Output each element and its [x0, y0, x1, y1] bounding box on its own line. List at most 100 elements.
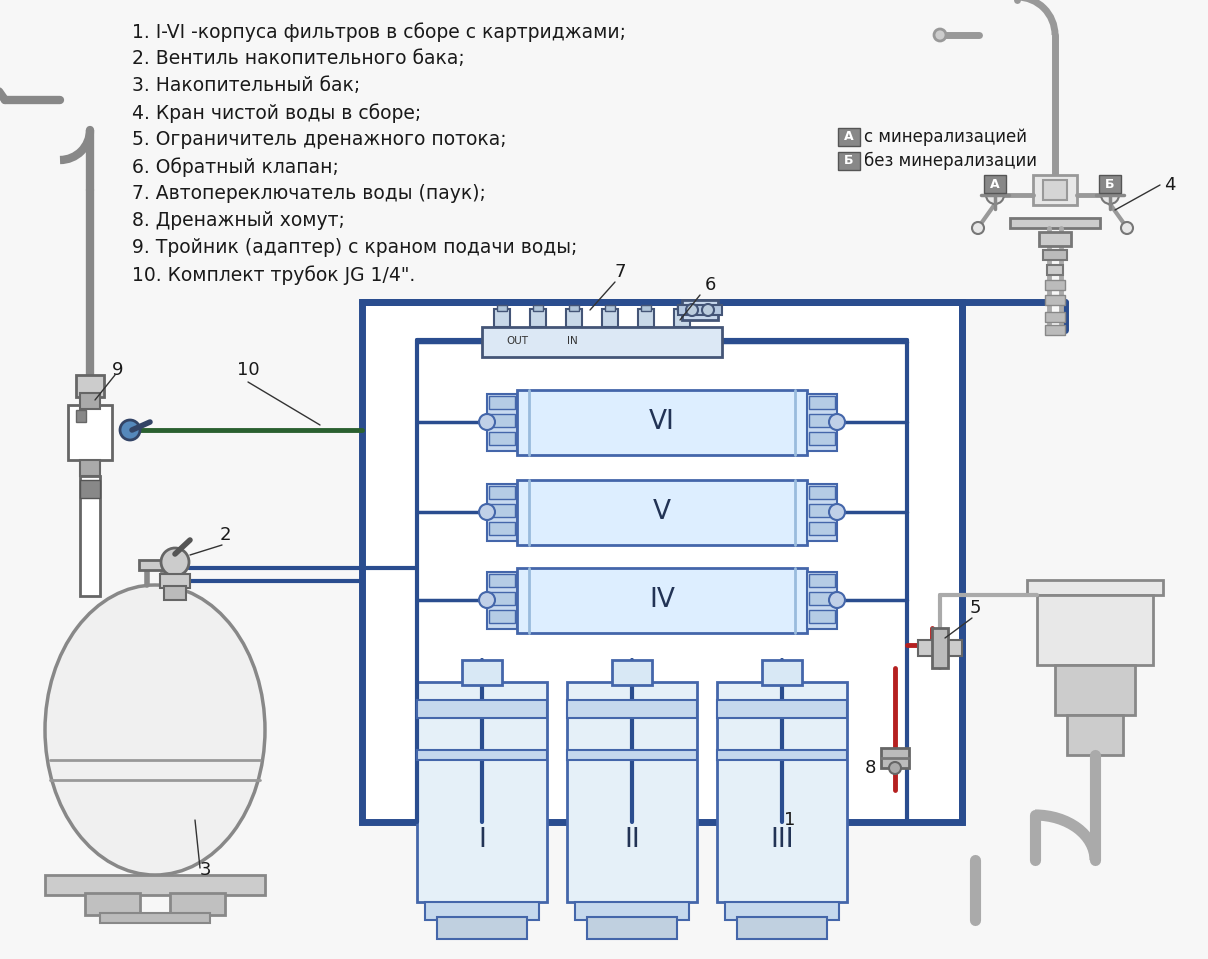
Circle shape [480, 414, 495, 430]
Bar [482, 327, 722, 357]
Bar [676, 305, 687, 311]
Text: 6. Обратный клапан;: 6. Обратный клапан; [132, 157, 339, 176]
Bar [80, 393, 100, 409]
Bar [718, 750, 847, 760]
Text: 2. Вентиль накопительного бака;: 2. Вентиль накопительного бака; [132, 49, 465, 68]
Bar [425, 902, 539, 920]
Bar [437, 917, 527, 939]
Bar [737, 917, 827, 939]
Bar [881, 748, 908, 768]
Bar [605, 305, 615, 311]
Text: А: А [844, 130, 854, 144]
Text: 6: 6 [704, 276, 715, 294]
Text: 7. Автопереключатель воды (паук);: 7. Автопереключатель воды (паук); [132, 184, 486, 203]
Bar [762, 660, 802, 685]
Bar [1036, 595, 1152, 665]
Text: 8: 8 [864, 759, 876, 777]
Bar [76, 375, 104, 397]
Bar [517, 568, 807, 633]
Bar [807, 484, 837, 541]
Bar [489, 504, 515, 517]
Circle shape [889, 762, 901, 774]
Bar [68, 405, 112, 460]
Text: 10. Комплект трубок JG 1/4".: 10. Комплект трубок JG 1/4". [132, 265, 416, 285]
Text: OUT: OUT [506, 336, 528, 346]
Text: А: А [991, 177, 1000, 191]
Bar [587, 917, 676, 939]
Text: IN: IN [567, 336, 577, 346]
Text: V: V [654, 499, 670, 525]
Bar [567, 750, 697, 760]
Bar [638, 309, 654, 327]
Bar [533, 305, 544, 311]
Text: 9. Тройник (адаптер) с краном подачи воды;: 9. Тройник (адаптер) с краном подачи вод… [132, 238, 577, 257]
Text: 2: 2 [219, 526, 231, 544]
Bar [1045, 280, 1065, 290]
Text: с минерализацией: с минерализацией [864, 128, 1027, 146]
Bar [985, 175, 1006, 193]
Circle shape [972, 222, 985, 234]
Bar [1045, 312, 1065, 322]
Bar [489, 610, 515, 623]
Bar [809, 432, 835, 445]
Text: III: III [771, 827, 794, 853]
Bar [567, 700, 697, 718]
Circle shape [686, 304, 698, 316]
Text: I: I [478, 827, 486, 853]
Bar [85, 893, 140, 915]
Text: II: II [625, 827, 640, 853]
Circle shape [986, 186, 1004, 204]
Bar [100, 913, 210, 923]
Bar [80, 480, 100, 498]
Bar [362, 302, 962, 822]
Text: IV: IV [649, 587, 675, 613]
Bar [809, 592, 835, 605]
Bar [838, 152, 860, 170]
Text: 7: 7 [614, 263, 626, 281]
Bar [1099, 175, 1121, 193]
Bar [683, 300, 718, 320]
Bar [496, 305, 507, 311]
Bar [489, 432, 515, 445]
Bar [517, 390, 807, 455]
Circle shape [829, 414, 846, 430]
Bar [489, 522, 515, 535]
Text: Б: Б [1105, 177, 1115, 191]
Bar [1043, 250, 1067, 260]
Bar [725, 902, 840, 920]
Bar [674, 309, 690, 327]
Bar [918, 640, 962, 656]
Bar [417, 750, 547, 760]
Bar [1033, 175, 1078, 205]
Text: без минерализации: без минерализации [864, 152, 1036, 171]
Text: 1. I-VI -корпуса фильтров в сборе с картриджами;: 1. I-VI -корпуса фильтров в сборе с карт… [132, 22, 626, 41]
Bar [489, 486, 515, 499]
Circle shape [702, 304, 714, 316]
Bar [494, 309, 510, 327]
Bar [809, 504, 835, 517]
Bar [1039, 232, 1071, 246]
Bar [80, 460, 100, 476]
Text: 1: 1 [784, 811, 796, 829]
Bar [489, 592, 515, 605]
Bar [602, 309, 618, 327]
Circle shape [1121, 222, 1133, 234]
Bar [417, 700, 547, 718]
Bar [718, 700, 847, 718]
Text: 8. Дренажный хомут;: 8. Дренажный хомут; [132, 211, 344, 230]
Bar [933, 628, 948, 668]
Bar [530, 309, 546, 327]
Bar [678, 305, 722, 315]
Bar [170, 893, 225, 915]
Bar [489, 396, 515, 409]
Bar [487, 484, 517, 541]
Bar [139, 560, 172, 570]
Bar [809, 486, 835, 499]
Bar [807, 572, 837, 629]
Circle shape [829, 592, 846, 608]
Text: 10: 10 [237, 361, 260, 379]
Bar [567, 682, 697, 902]
Bar [809, 396, 835, 409]
Bar [1055, 665, 1136, 715]
Bar [487, 572, 517, 629]
